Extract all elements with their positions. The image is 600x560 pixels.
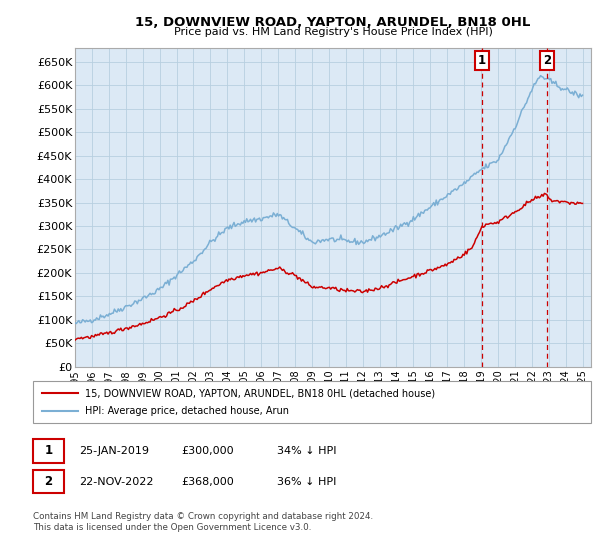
Text: Contains HM Land Registry data © Crown copyright and database right 2024.
This d: Contains HM Land Registry data © Crown c…: [33, 512, 373, 532]
Text: Price paid vs. HM Land Registry's House Price Index (HPI): Price paid vs. HM Land Registry's House …: [173, 27, 493, 37]
Text: 25-JAN-2019: 25-JAN-2019: [79, 446, 149, 456]
Text: £300,000: £300,000: [181, 446, 234, 456]
Text: 1: 1: [44, 444, 53, 458]
Text: 15, DOWNVIEW ROAD, YAPTON, ARUNDEL, BN18 0HL: 15, DOWNVIEW ROAD, YAPTON, ARUNDEL, BN18…: [136, 16, 530, 29]
Text: HPI: Average price, detached house, Arun: HPI: Average price, detached house, Arun: [85, 406, 289, 416]
Text: 36% ↓ HPI: 36% ↓ HPI: [277, 477, 337, 487]
Text: 2: 2: [44, 475, 53, 488]
Text: £368,000: £368,000: [181, 477, 234, 487]
Text: 34% ↓ HPI: 34% ↓ HPI: [277, 446, 337, 456]
Text: 1: 1: [478, 54, 486, 67]
Text: 15, DOWNVIEW ROAD, YAPTON, ARUNDEL, BN18 0HL (detached house): 15, DOWNVIEW ROAD, YAPTON, ARUNDEL, BN18…: [85, 389, 436, 398]
Text: 2: 2: [543, 54, 551, 67]
Text: 22-NOV-2022: 22-NOV-2022: [79, 477, 154, 487]
